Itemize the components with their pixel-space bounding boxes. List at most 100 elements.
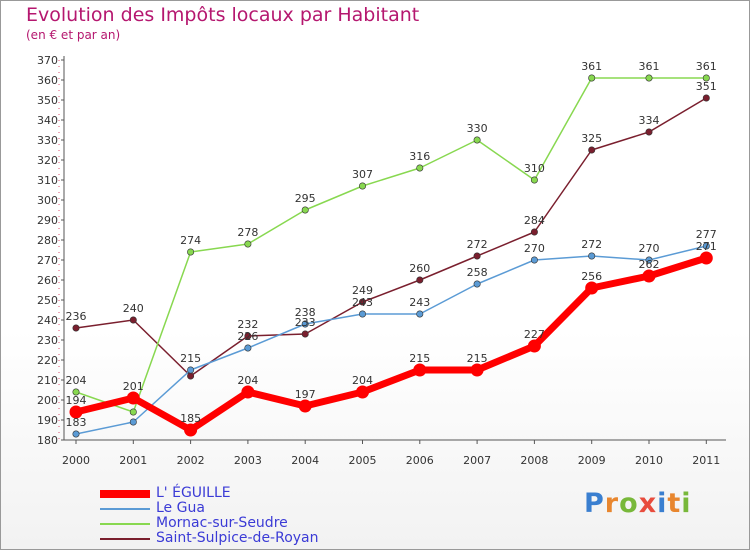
legend-label: Le Gua: [156, 500, 205, 516]
data-point: [187, 372, 195, 380]
data-point: [244, 332, 252, 340]
logo-letter: o: [619, 488, 639, 519]
data-point: [588, 146, 596, 154]
y-tick-label: 240: [37, 314, 58, 327]
data-point: [298, 399, 312, 413]
data-label: 316: [409, 150, 430, 163]
y-tick-label: 260: [37, 274, 58, 287]
y-tick-label: 230: [37, 334, 58, 347]
data-point: [72, 324, 80, 332]
data-point: [702, 94, 710, 102]
data-label: 330: [467, 122, 488, 135]
data-label: 215: [180, 352, 201, 365]
data-label: 310: [524, 162, 545, 175]
data-label: 204: [66, 374, 87, 387]
y-tick-label: 320: [37, 154, 58, 167]
data-point: [416, 276, 424, 284]
x-tick-label: 2002: [177, 454, 205, 467]
data-label: 270: [639, 242, 660, 255]
data-point: [129, 408, 137, 416]
data-label: 260: [409, 262, 430, 275]
data-label: 243: [352, 296, 373, 309]
series-line-l-eguille: [75, 254, 708, 434]
series-line-saint-sulpice-de-royan: [75, 97, 707, 377]
y-tick-label: 270: [37, 254, 58, 267]
legend-label: Mornac-sur-Seudre: [156, 515, 288, 531]
data-label: 204: [352, 374, 373, 387]
data-point: [301, 206, 309, 214]
logo-letter: r: [604, 488, 620, 519]
data-point: [244, 240, 252, 248]
data-point: [473, 280, 481, 288]
y-tick-label: 210: [37, 374, 58, 387]
y-tick-label: 340: [37, 114, 58, 127]
data-point: [645, 74, 653, 82]
data-point: [69, 405, 83, 419]
data-label: 201: [123, 380, 144, 393]
data-point: [358, 182, 366, 190]
data-point: [241, 385, 255, 399]
legend-swatch: [100, 508, 150, 510]
y-tick-label: 290: [37, 214, 58, 227]
data-label: 351: [696, 80, 717, 93]
data-label: 325: [581, 132, 602, 145]
data-point: [645, 128, 653, 136]
data-label: 277: [696, 228, 717, 241]
data-point: [699, 251, 713, 265]
data-label: 272: [467, 238, 488, 251]
series-line-le-gua: [75, 245, 707, 435]
y-tick-label: 330: [37, 134, 58, 147]
x-tick-label: 2000: [62, 454, 90, 467]
data-label: 233: [295, 316, 316, 329]
y-tick-label: 350: [37, 94, 58, 107]
data-point: [72, 430, 80, 438]
data-label: 270: [524, 242, 545, 255]
series-line-mornac-sur-seudre: [75, 77, 707, 413]
logo-letter: i: [657, 488, 668, 519]
data-point: [702, 242, 710, 250]
x-tick-label: 2010: [635, 454, 663, 467]
data-label: 204: [237, 374, 258, 387]
y-tick-label: 370: [37, 54, 58, 67]
data-label: 215: [409, 352, 430, 365]
x-tick-label: 2009: [578, 454, 606, 467]
data-point: [585, 281, 599, 295]
data-label: 271: [696, 240, 717, 253]
legend-label: L' ÉGUILLE: [156, 485, 231, 501]
data-point: [473, 252, 481, 260]
data-point: [645, 256, 653, 264]
y-tick-label: 200: [37, 394, 58, 407]
data-point: [416, 164, 424, 172]
x-tick-label: 2007: [463, 454, 491, 467]
legend-swatch: [100, 538, 150, 540]
data-label: 256: [581, 270, 602, 283]
data-label: 183: [66, 416, 87, 429]
data-point: [473, 136, 481, 144]
y-tick-label: 280: [37, 234, 58, 247]
x-tick-label: 2008: [520, 454, 548, 467]
y-tick-label: 190: [37, 414, 58, 427]
logo-letter: P: [584, 488, 605, 519]
data-label: 185: [180, 412, 201, 425]
data-point: [301, 330, 309, 338]
data-point: [358, 310, 366, 318]
data-label: 361: [696, 60, 717, 73]
data-point: [642, 269, 656, 283]
logo-letter: t: [667, 488, 682, 519]
data-point: [470, 363, 484, 377]
x-tick-label: 2006: [406, 454, 434, 467]
data-label: 361: [581, 60, 602, 73]
data-label: 240: [123, 302, 144, 315]
x-tick-label: 2003: [234, 454, 262, 467]
data-label: 236: [66, 310, 87, 323]
data-point: [184, 423, 198, 437]
data-label: 284: [524, 214, 545, 227]
x-tick-label: 2004: [291, 454, 319, 467]
data-point: [129, 316, 137, 324]
x-tick-label: 2011: [692, 454, 720, 467]
data-point: [72, 388, 80, 396]
data-point: [416, 310, 424, 318]
data-point: [413, 363, 427, 377]
data-point: [187, 366, 195, 374]
